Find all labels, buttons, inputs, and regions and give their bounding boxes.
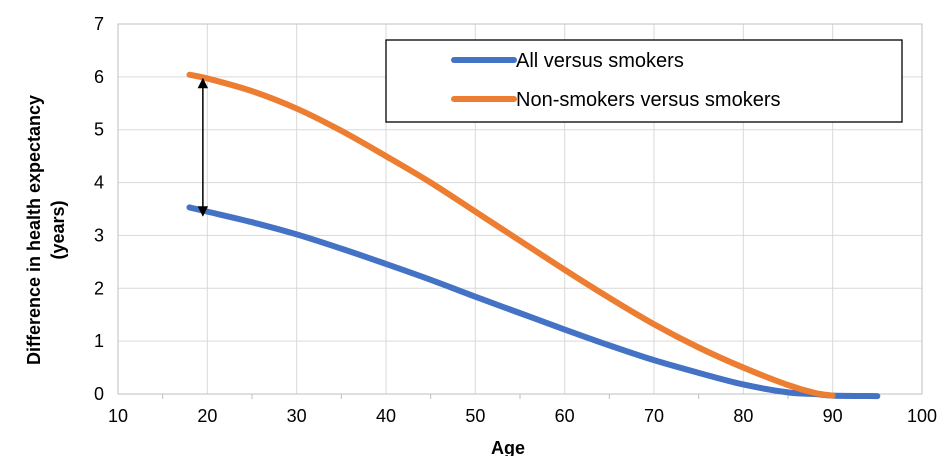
x-tick-label: 20 [197, 406, 217, 426]
legend-box [385, 39, 903, 123]
x-tick-label: 60 [555, 406, 575, 426]
legend-label-non-smokers-vs-smokers: Non-smokers versus smokers [516, 89, 781, 111]
x-tick-label: 90 [823, 406, 843, 426]
series-lines [186, 71, 881, 400]
legend-label-all-vs-smokers: All versus smokers [516, 50, 684, 72]
x-tick-label: 30 [287, 406, 307, 426]
y-axis-title-line-2: (years) [48, 200, 68, 259]
y-axis-title-line-1: Difference in health expectancy [24, 95, 44, 365]
y-tick-label: 5 [94, 120, 104, 140]
series-line-all-vs-smokers [186, 204, 881, 400]
y-tick-label: 1 [94, 331, 104, 351]
y-tick-label: 2 [94, 278, 104, 298]
x-axis-ticks: 10 20 30 40 50 60 70 80 90 100 [108, 394, 937, 426]
y-tick-label: 6 [94, 67, 104, 87]
y-tick-label: 3 [94, 225, 104, 245]
y-axis-title: Difference in health expectancy (years) [24, 95, 68, 365]
y-tick-label: 4 [94, 173, 104, 193]
x-tick-label: 100 [907, 406, 937, 426]
x-tick-label: 70 [644, 406, 664, 426]
x-tick-label: 80 [733, 406, 753, 426]
x-tick-label: 10 [108, 406, 128, 426]
legend: All versus smokers Non-smokers versus sm… [385, 39, 903, 123]
y-tick-label: 0 [94, 384, 104, 404]
y-axis-ticks: 0 1 2 3 4 5 6 7 [94, 14, 104, 404]
y-tick-label: 7 [94, 14, 104, 34]
x-tick-label: 40 [376, 406, 396, 426]
x-axis-title: Age [491, 438, 525, 456]
series-line-non-smokers-vs-smokers [186, 71, 836, 399]
x-tick-label: 50 [465, 406, 485, 426]
